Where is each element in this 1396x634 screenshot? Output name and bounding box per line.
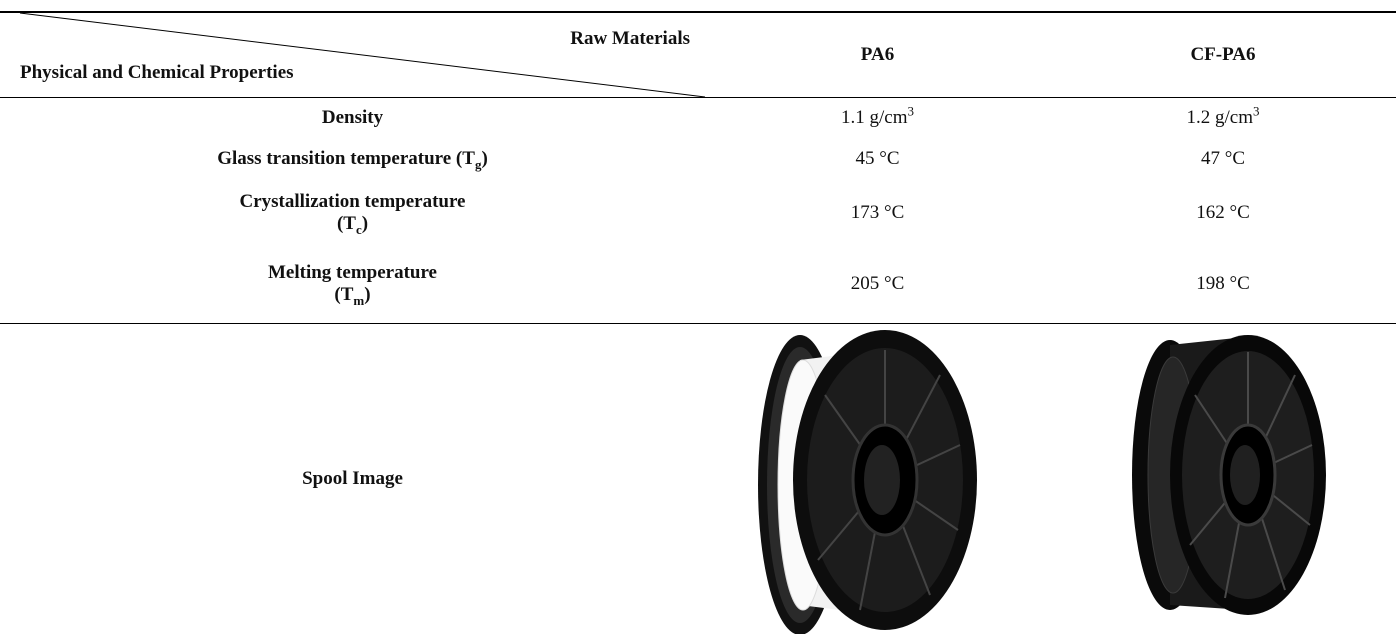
text: (T xyxy=(334,284,354,305)
corner-column-label: Raw Materials xyxy=(570,28,690,50)
text-line: 162 °C xyxy=(1196,202,1250,224)
subscript: m xyxy=(353,292,365,308)
text-line: Glass transition temperature (Tg) xyxy=(217,148,488,172)
text: (T xyxy=(336,213,356,234)
value-cell: 173 °C xyxy=(705,181,1050,245)
text: Density xyxy=(321,106,384,128)
spool-image-cf-pa6 xyxy=(1132,335,1326,615)
text: 1.1 g/cm xyxy=(841,106,908,128)
text-line: 173 °C xyxy=(851,202,905,224)
text-line: 205 °C xyxy=(851,273,905,295)
value-cell: 45 °C xyxy=(705,137,1050,181)
header-rule xyxy=(0,97,1396,98)
property-cell: Spool Image xyxy=(0,324,705,634)
row-rule xyxy=(0,323,1396,324)
text: Physical and Chemical Properties xyxy=(20,62,294,83)
corner-row-label: Physical and Chemical Properties xyxy=(20,62,294,84)
property-cell: Crystallization temperature (Tc) xyxy=(0,181,705,245)
column-header: CF-PA6 xyxy=(1050,13,1396,97)
text-line: 47 °C xyxy=(1201,148,1245,170)
text: Spool Image xyxy=(302,468,403,489)
text: 205 °C xyxy=(850,273,905,294)
subscript: c xyxy=(355,221,362,237)
column-header: PA6 xyxy=(705,13,1050,97)
text-line: 45 °C xyxy=(855,148,899,170)
property-cell: Density xyxy=(0,98,705,137)
superscript: 3 xyxy=(907,103,915,119)
text: Raw Materials xyxy=(570,28,690,49)
text-line: (Tc) xyxy=(336,213,369,237)
text: 1.2 g/cm xyxy=(1186,106,1254,128)
value-cell: 1.2 g/cm3 xyxy=(1050,98,1396,137)
text: Melting temperature xyxy=(267,262,437,283)
text: Crystallization temperature xyxy=(239,191,466,212)
text-line: Spool Image xyxy=(302,468,403,490)
text-line: 1.1 g/cm3 xyxy=(841,104,914,129)
text: ) xyxy=(361,213,369,234)
property-cell: Melting temperature (Tm) xyxy=(0,245,705,323)
subscript: g xyxy=(474,156,482,172)
value-cell: 205 °C xyxy=(705,245,1050,323)
property-cell: Glass transition temperature (Tg) xyxy=(0,137,705,181)
text-line: 1.2 g/cm3 xyxy=(1186,104,1260,129)
value-cell: 198 °C xyxy=(1050,245,1396,323)
value-cell: 47 °C xyxy=(1050,137,1396,181)
value-cell: 1.1 g/cm3 xyxy=(705,98,1050,137)
text: 47 °C xyxy=(1200,148,1246,169)
text: 173 °C xyxy=(850,202,905,223)
diagonal-line xyxy=(19,12,706,98)
text-line: Crystallization temperature xyxy=(239,191,465,213)
text: ) xyxy=(364,284,371,305)
text: PA6 xyxy=(860,44,895,65)
text: 45 °C xyxy=(855,148,900,169)
superscript: 3 xyxy=(1253,103,1260,119)
text: 162 °C xyxy=(1196,202,1250,223)
value-cell: 162 °C xyxy=(1050,181,1396,245)
text: ) xyxy=(481,148,488,169)
text: Glass transition temperature (T xyxy=(217,148,475,169)
text-line: (Tm) xyxy=(334,284,371,308)
text-line: Melting temperature xyxy=(268,262,437,284)
top-rule xyxy=(0,11,1396,13)
text-line: 198 °C xyxy=(1196,273,1250,295)
text-line: Density xyxy=(322,107,383,129)
text: 198 °C xyxy=(1196,273,1250,294)
text: CF-PA6 xyxy=(1190,44,1256,65)
spool-image-pa6 xyxy=(758,330,977,634)
